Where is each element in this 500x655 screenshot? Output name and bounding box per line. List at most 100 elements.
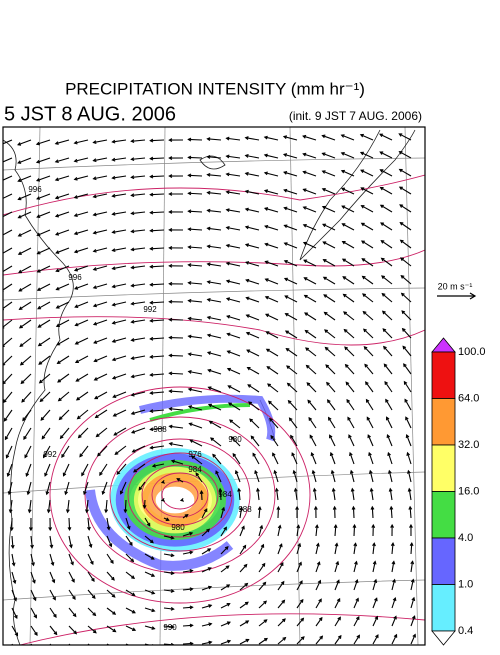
- wind-vector: [94, 338, 107, 343]
- wind-vector: [69, 608, 76, 616]
- wind-vector: [39, 356, 50, 364]
- wind-vector: [285, 296, 297, 302]
- wind-vector: [404, 382, 411, 392]
- wind-vector: [76, 338, 88, 344]
- wind-vector: [37, 230, 50, 235]
- wind-vector: [23, 410, 31, 420]
- wind-vector: [381, 205, 392, 212]
- wind-vector: [327, 383, 335, 392]
- wind-vector: [0, 266, 12, 273]
- colorbar: 100.064.032.016.04.01.00.4: [432, 338, 486, 645]
- wind-vector: [56, 284, 69, 290]
- wind-vector: [96, 428, 107, 437]
- wind-vector: [342, 171, 354, 176]
- wind-vector: [78, 410, 88, 419]
- wind-vector: [386, 400, 392, 410]
- wind-vector: [309, 418, 316, 428]
- colorbar-over: [432, 338, 455, 352]
- wind-vector: [343, 259, 354, 266]
- colorbar-label: 16.0: [458, 485, 479, 497]
- wind-vector: [305, 331, 316, 338]
- wind-vector: [76, 374, 88, 381]
- wind-vector: [406, 417, 411, 428]
- wind-vector: [98, 446, 107, 456]
- wind-vector: [400, 205, 411, 212]
- wind-vector: [247, 350, 259, 356]
- wind-vector: [324, 260, 335, 266]
- wind-vector: [362, 223, 373, 230]
- wind-vector: [344, 312, 354, 320]
- wind-vector: [287, 366, 297, 374]
- wind-vector: [107, 608, 115, 614]
- wind-vector: [4, 410, 12, 421]
- wind-vector: [366, 400, 373, 410]
- wind-vector: [297, 600, 303, 608]
- wind-vector: [305, 295, 316, 302]
- wind-vector: [41, 410, 50, 420]
- wind-vector: [75, 284, 88, 289]
- wind-vector: [113, 392, 126, 397]
- wind-vector: [230, 420, 240, 428]
- wind-vector: [7, 446, 12, 458]
- wind-vector: [126, 572, 134, 578]
- wind-vector: [401, 240, 411, 248]
- wind-vector: [316, 636, 322, 644]
- wind-vector: [403, 346, 411, 356]
- wind-vector: [364, 329, 373, 338]
- wind-vector: [240, 602, 248, 608]
- map-frame: [3, 127, 425, 645]
- wind-vector: [346, 382, 354, 392]
- wind-arrowhead: [0, 161, 2, 164]
- graticule: [3, 127, 425, 645]
- colorbar-label: 4.0: [458, 532, 473, 544]
- wind-vector: [45, 464, 50, 476]
- wind-vector: [286, 349, 297, 356]
- wind-vector: [0, 230, 12, 236]
- wind-vector: [259, 620, 267, 626]
- wind-reference-label: 20 m s⁻¹: [438, 281, 473, 291]
- wind-vector: [228, 351, 240, 356]
- wind-vector: [228, 369, 240, 374]
- contour-label: 992: [43, 450, 57, 459]
- wind-vector: [285, 278, 297, 284]
- wind-vector: [107, 554, 113, 563]
- wind-arrowhead: [0, 179, 3, 182]
- wind-vector: [288, 383, 297, 392]
- wind-vector: [343, 242, 354, 248]
- wind-vector: [132, 428, 145, 433]
- wind-vector: [75, 320, 88, 325]
- wind-vector: [88, 608, 95, 615]
- wind-vector: [325, 348, 335, 356]
- wind-vector: [31, 608, 36, 618]
- wind-vector: [325, 330, 335, 338]
- colorbar-bin: [432, 352, 455, 399]
- title: PRECIPITATION INTENSITY (mm hr⁻¹): [65, 79, 365, 98]
- contour-label: 980: [171, 523, 185, 532]
- wind-vector: [278, 638, 285, 644]
- wind-vector: [82, 464, 88, 475]
- valid-time: 5 JST 8 AUG. 2006: [4, 103, 176, 125]
- wind-vector: [304, 207, 316, 212]
- wind-vector: [240, 546, 246, 554]
- wind-vector: [307, 365, 316, 374]
- contour-label: 980: [228, 435, 242, 444]
- wind-vector: [57, 320, 69, 326]
- colorbar-bin: [432, 492, 455, 539]
- wind-vector: [304, 278, 316, 284]
- wind-vector: [115, 446, 126, 454]
- wind-vector: [21, 356, 31, 365]
- wind-vector: [2, 356, 12, 365]
- wind-vector: [297, 618, 303, 626]
- wind-vector: [259, 583, 266, 590]
- isobars: [3, 175, 425, 645]
- wind-arrowhead: [113, 646, 116, 649]
- colorbar-bin: [432, 585, 455, 632]
- wind-vector: [100, 464, 107, 475]
- wind-vector: [342, 135, 354, 140]
- wind-vector: [367, 417, 373, 428]
- wind-vector: [384, 364, 392, 374]
- wind-vector: [305, 313, 316, 320]
- wind-vector: [326, 365, 335, 374]
- wind-vector: [4, 392, 12, 402]
